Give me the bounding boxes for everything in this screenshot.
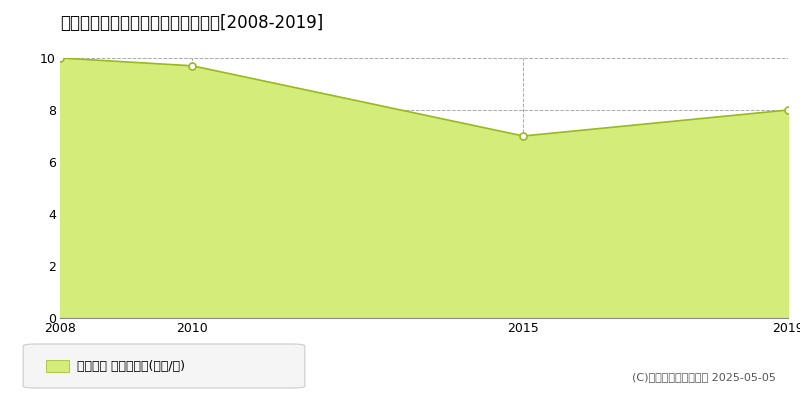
Bar [46,360,70,372]
Point [782,107,794,113]
Text: (C)土地価格ドットコム 2025-05-05: (C)土地価格ドットコム 2025-05-05 [632,372,776,382]
Point [54,55,66,61]
Text: 東茨城郡大洗町和銅　土地価格推移[2008-2019]: 東茨城郡大洗町和銅 土地価格推移[2008-2019] [60,14,323,32]
Point [517,133,530,139]
Text: 土地価格 平均坪単価(万円/坪): 土地価格 平均坪単価(万円/坪) [77,360,185,372]
Point [186,62,198,69]
FancyBboxPatch shape [23,344,305,388]
